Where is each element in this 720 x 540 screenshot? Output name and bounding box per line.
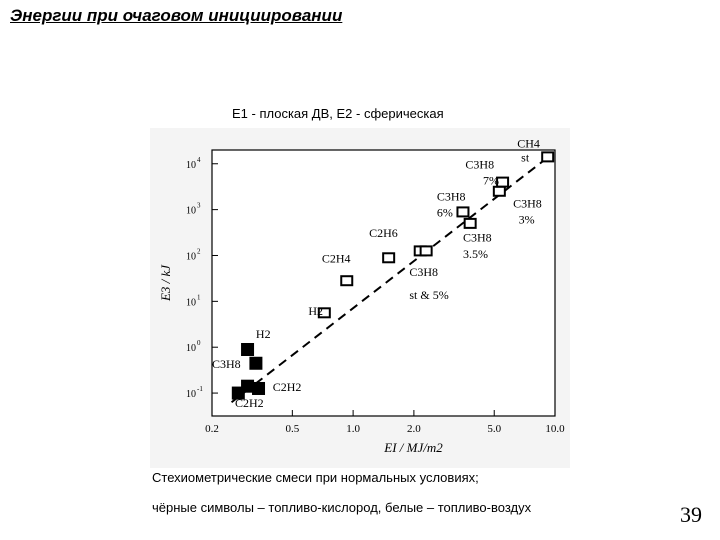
chart-caption-top: E1 - плоская ДВ, E2 - сферическая xyxy=(232,106,444,121)
point-fuel-oxygen xyxy=(252,381,266,395)
point-fuel-air xyxy=(541,151,555,163)
x-tick-label: 0.5 xyxy=(285,423,299,435)
point-annotation: C3H8 xyxy=(513,196,542,210)
y-tick-label: 10 xyxy=(186,389,196,400)
point-fuel-oxygen xyxy=(241,379,255,393)
point-fuel-oxygen xyxy=(249,356,263,370)
chart-points xyxy=(231,151,555,400)
chart-note-symbols: чёрные символы – топливо-кислород, белые… xyxy=(152,500,532,515)
point-fuel-air xyxy=(317,307,331,319)
point-annotation: C2H2 xyxy=(235,396,264,410)
slide-title: Энергии при очаговом инициировании xyxy=(10,6,343,25)
point-fuel-air xyxy=(419,245,433,257)
point-fuel-air xyxy=(382,252,396,264)
point-annotation: st xyxy=(521,150,530,164)
point-annotation: CH4 xyxy=(517,137,540,151)
point-fuel-air xyxy=(463,217,477,229)
y-tick-label: 10 xyxy=(186,297,196,308)
chart-panel: EI / MJ/m2 E3 / kJ 0.2 0.5 1.0 2.0 5.0 10.0 10-… xyxy=(150,128,570,468)
y-axis-label: E3 / kJ xyxy=(158,264,173,302)
x-tick-label: 2.0 xyxy=(407,423,421,435)
chart-note-conditions: Стехиометрические смеси при нормальных у… xyxy=(152,470,479,485)
point-annotation: C2H6 xyxy=(369,226,398,240)
y-tick-label: 10 xyxy=(186,251,196,262)
point-annotation: H2 xyxy=(308,304,323,318)
point-annotation: C3H8 xyxy=(437,189,466,203)
x-tick-label: 5.0 xyxy=(487,423,501,435)
point-annotation: C3H8 xyxy=(465,157,494,171)
y-tick-label: 10 xyxy=(186,160,196,171)
y-tick-label: 10 xyxy=(186,343,196,354)
point-annotation: 3.5% xyxy=(463,247,488,261)
point-fuel-oxygen xyxy=(241,343,255,356)
x-axis-label: EI / MJ/m2 xyxy=(383,440,443,455)
point-annotation: C3H8 xyxy=(463,231,492,245)
point-annotation: C3H8 xyxy=(409,265,438,279)
y-tick-label-exponent: 1 xyxy=(197,293,201,301)
x-tick-label: 0.2 xyxy=(205,423,219,435)
point-annotation: H2 xyxy=(256,327,271,341)
point-annotation: C2H2 xyxy=(273,380,302,394)
y-tick-label-exponent: 2 xyxy=(197,247,201,255)
y-tick-label-exponent: -1 xyxy=(197,385,203,393)
point-fuel-air xyxy=(456,206,470,218)
page-number: 39 xyxy=(680,502,702,527)
y-tick-label-exponent: 3 xyxy=(197,202,201,210)
point-fuel-air xyxy=(496,176,510,188)
point-annotation: 6% xyxy=(437,206,453,220)
point-annotation: C2H4 xyxy=(322,251,351,265)
point-fuel-air xyxy=(492,185,506,197)
point-annotation: st & 5% xyxy=(409,288,448,302)
x-tick-label: 10.0 xyxy=(545,423,565,435)
y-tick-label: 10 xyxy=(186,206,196,217)
point-fuel-air xyxy=(340,275,354,287)
y-tick-label-exponent: 0 xyxy=(197,339,201,347)
point-annotation: 3% xyxy=(519,212,535,226)
point-annotation: 7% xyxy=(483,173,499,187)
point-annotation: C3H8 xyxy=(212,357,241,371)
y-tick-label-exponent: 4 xyxy=(197,156,201,164)
x-tick-label: 1.0 xyxy=(346,423,360,435)
